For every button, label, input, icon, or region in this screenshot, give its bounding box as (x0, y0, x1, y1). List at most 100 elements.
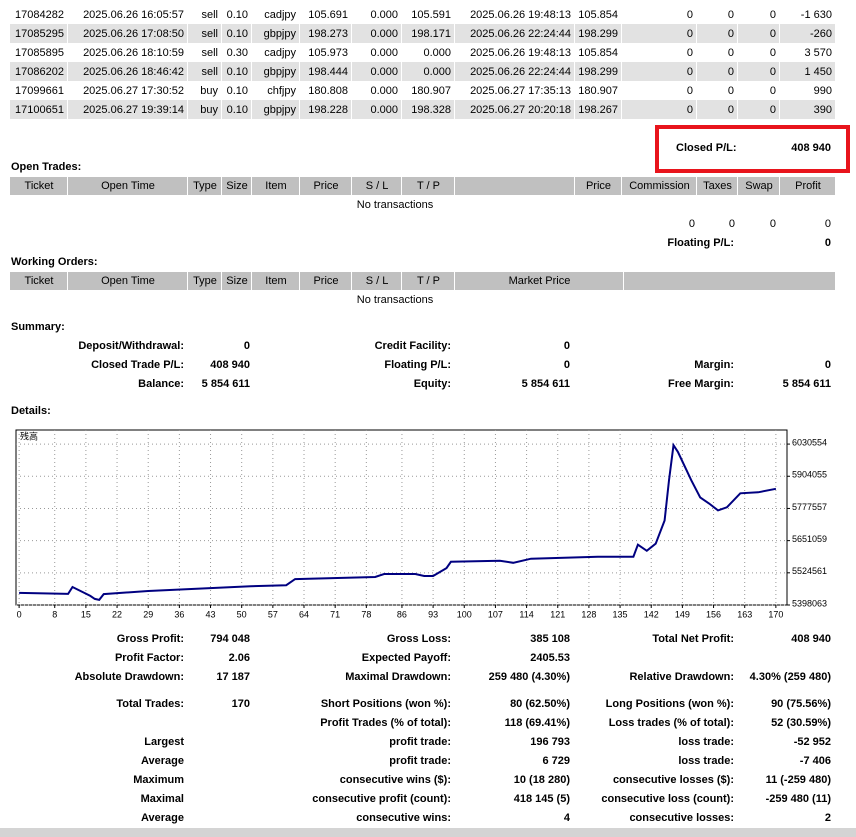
field-label: Largest (144, 736, 184, 748)
header-cell (252, 177, 300, 195)
field-value: 0 (563, 359, 570, 371)
table-cell (575, 100, 622, 119)
header-text: Item (265, 275, 287, 287)
field-label: profit trade: (389, 736, 451, 748)
cell-text: 105.854 (578, 9, 618, 21)
field-label: consecutive loss (count): (601, 793, 734, 805)
table-cell (222, 100, 252, 119)
scroll-bar (0, 828, 856, 837)
table-cell (252, 100, 300, 119)
cell-text: 0.10 (226, 9, 248, 21)
x-tick-label: 156 (706, 609, 721, 619)
field-label: profit trade: (389, 755, 451, 767)
x-tick-label: 78 (361, 609, 371, 619)
field-label: Average (140, 812, 184, 824)
table-cell (300, 43, 352, 62)
cell-text: 0.000 (370, 85, 398, 97)
y-tick-label: 6030554 (792, 437, 827, 447)
table-cell (352, 24, 402, 43)
field-label: Credit Facility: (374, 340, 451, 352)
table-cell (622, 24, 697, 43)
header-cell (780, 177, 836, 195)
table-cell (222, 62, 252, 81)
cell-text: 0.30 (226, 47, 248, 59)
header-text: Price (313, 275, 339, 287)
header-cell (252, 272, 300, 290)
field-label: Absolute Drawdown: (74, 671, 184, 683)
cell-text: 3 570 (804, 47, 832, 59)
table-cell (252, 24, 300, 43)
table-cell (402, 62, 455, 81)
cell-text: 180.907 (578, 85, 618, 97)
header-text: Market Price (508, 275, 571, 287)
cell-text: 17100651 (15, 104, 64, 116)
field-label: Maximum (133, 774, 184, 786)
section-title: Open Trades: (11, 161, 82, 173)
table-cell (697, 100, 738, 119)
table-cell (738, 5, 780, 24)
field-label: Maximal Drawdown: (345, 671, 451, 683)
cell-text: 0.000 (423, 66, 451, 78)
table-cell (10, 62, 68, 81)
table-cell (738, 100, 780, 119)
table-cell (455, 5, 575, 24)
header-text: Taxes (703, 180, 732, 192)
cell-text: gbpjpy (263, 28, 296, 40)
table-cell (455, 100, 575, 119)
header-cell (300, 272, 352, 290)
cell-text: 0.000 (370, 104, 398, 116)
field-label: Equity: (413, 378, 451, 390)
header-cell (188, 177, 222, 195)
field-value: -259 480 (11) (765, 793, 831, 805)
cell-text: 198.299 (578, 66, 618, 78)
header-cell (402, 177, 455, 195)
table-cell (455, 24, 575, 43)
field-value: 2405.53 (530, 652, 570, 664)
field-label: Maximal (140, 793, 184, 805)
x-tick-label: 50 (237, 609, 247, 619)
y-tick-label: 5651059 (792, 534, 827, 544)
table-cell (622, 62, 697, 81)
cell-text: sell (201, 47, 218, 59)
field-label: Long Positions (won %): (605, 698, 734, 710)
field-label: loss trade: (678, 755, 734, 767)
cell-text: 0.10 (226, 28, 248, 40)
header-cell (575, 177, 622, 195)
floating-label: Floating P/L: (667, 237, 734, 249)
header-cell (68, 177, 188, 195)
table-cell (222, 24, 252, 43)
cell-text: 0 (686, 9, 693, 21)
cell-text: 0 (727, 85, 734, 97)
cell-text: gbpjpy (263, 66, 296, 78)
cell-text: 198.299 (578, 28, 618, 40)
table-cell (352, 5, 402, 24)
table-cell (352, 81, 402, 100)
cell-text: 2025.06.26 18:46:42 (83, 66, 184, 78)
field-value: 0 (563, 340, 570, 352)
table-cell (738, 43, 780, 62)
header-cell (622, 177, 697, 195)
table-cell (352, 62, 402, 81)
field-label: Relative Drawdown: (629, 671, 734, 683)
cell-text: 198.273 (308, 28, 348, 40)
cell-text: 0.000 (370, 66, 398, 78)
cell-text: 17085895 (15, 47, 64, 59)
table-cell (188, 5, 222, 24)
cell-text: 17085295 (15, 28, 64, 40)
field-value: 794 048 (210, 633, 250, 645)
table-cell (188, 81, 222, 100)
table-cell (222, 5, 252, 24)
field-value: 90 (75.56%) (771, 698, 831, 710)
header-cell (68, 272, 188, 290)
field-value: 17 187 (216, 671, 250, 683)
floating-value: 0 (824, 237, 831, 249)
cell-text: 17099661 (15, 85, 64, 97)
field-value: -52 952 (793, 736, 831, 748)
field-value: 259 480 (4.30%) (488, 671, 570, 683)
cell-text: 105.691 (308, 9, 348, 21)
x-tick-label: 135 (613, 609, 628, 619)
header-text: Price (313, 180, 339, 192)
table-cell (575, 24, 622, 43)
cell-text: 2025.06.26 19:48:13 (470, 9, 571, 21)
field-label: Total Trades: (116, 698, 184, 710)
